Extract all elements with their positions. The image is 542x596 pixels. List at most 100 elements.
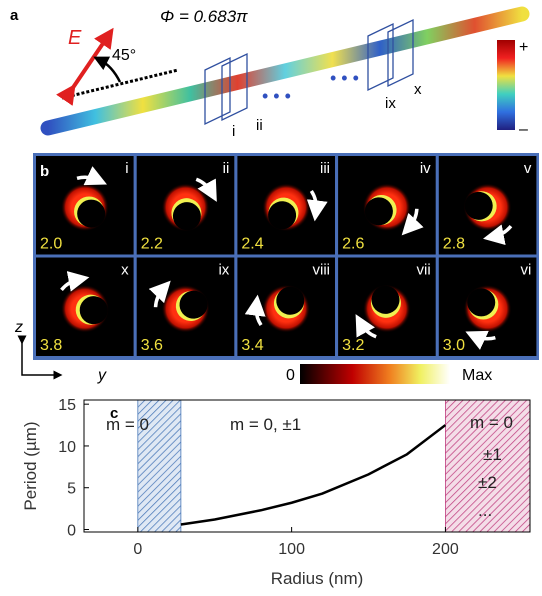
panel-label: b: [40, 163, 49, 180]
panel-a: • • • • • • a E 45° Φ = 0.683π i ii ix x…: [10, 6, 530, 140]
frame-value: 2.0: [40, 236, 62, 253]
y-axis-label: Period (µm): [21, 421, 40, 510]
dots: • • •: [262, 86, 291, 106]
frame-value: 3.6: [141, 337, 163, 354]
axis-label: z: [14, 319, 23, 336]
frame-numeral: vii: [417, 262, 431, 279]
crescent-hole: [77, 199, 106, 228]
frame-numeral: v: [524, 160, 532, 177]
crescent-hole: [276, 286, 305, 315]
rotation-arrow: [60, 271, 90, 292]
plane-label: ii: [256, 117, 263, 134]
angle-arrow: [93, 56, 122, 83]
axes-arrows: [17, 335, 63, 380]
panel-c: 0 100 200 0 5 10 15 m = 0 m = 0, ±1 m = 0 ±1 ±2... c…: [21, 397, 531, 588]
frame-value: 3.0: [443, 337, 465, 354]
colorbar-label: 0: [286, 367, 295, 384]
crescent: [262, 284, 311, 333]
crescent-hole: [364, 197, 393, 226]
field-label: E: [68, 27, 82, 49]
frame-value: 2.8: [443, 236, 465, 253]
rotation-arrow: [401, 208, 424, 236]
annotation: m = 0: [470, 413, 513, 432]
annotation: ...: [478, 501, 492, 520]
frame-value: 3.4: [241, 337, 263, 354]
panel-label: a: [10, 7, 19, 24]
crescent-hole: [464, 191, 493, 220]
crescent-hole: [79, 296, 108, 325]
frame-numeral: viii: [313, 262, 331, 279]
frame: vi 3.0: [438, 257, 537, 356]
region: [445, 399, 531, 533]
frame: ii 2.2: [136, 156, 235, 255]
y-tick-label: 15: [58, 397, 76, 414]
rotation-arrow: [244, 294, 266, 327]
rotation-arrow: [76, 166, 107, 186]
frame-numeral: vi: [521, 262, 532, 279]
frame: iv 2.6: [338, 156, 436, 255]
frame-numeral: ii: [223, 160, 230, 177]
crescent-hole: [179, 290, 208, 319]
colorbar: [300, 364, 450, 384]
frame-numeral: x: [121, 262, 129, 279]
frame-value: 2.2: [141, 236, 163, 253]
x-axis-label: Radius (nm): [271, 569, 364, 588]
dots: • • •: [330, 68, 359, 88]
frame-numeral: iv: [420, 160, 431, 177]
planes-right: [367, 18, 414, 92]
colorbar-label: –: [519, 121, 528, 138]
frame-value: 2.6: [342, 236, 364, 253]
frame: vii 3.2: [338, 257, 436, 356]
crescent: [262, 183, 311, 232]
crescent: [362, 183, 411, 232]
rotation-arrow: [148, 280, 171, 308]
frame: ix 3.6: [136, 257, 235, 356]
rotation-arrow: [355, 314, 377, 339]
period-curve: [180, 424, 447, 526]
crescent: [60, 183, 109, 232]
panel-label: c: [110, 405, 118, 422]
rotation-arrow: [483, 224, 513, 245]
planes-left: [204, 52, 248, 126]
colorbar-label: Max: [462, 367, 492, 384]
rotation-arrow: [465, 330, 496, 350]
annotation: ±2: [478, 473, 497, 492]
y-tick-label: 5: [67, 481, 76, 498]
crescent: [161, 284, 210, 333]
rotation-arrow: [306, 189, 328, 222]
crescent-hole: [371, 285, 400, 314]
phase-label: Φ = 0.683π: [160, 7, 248, 26]
x-tick-label: 100: [278, 541, 305, 558]
frame-value: 3.2: [342, 337, 364, 354]
crescent-hole: [467, 288, 496, 317]
crescent-hole: [268, 201, 297, 230]
frame: iii 2.4: [237, 156, 335, 255]
angle-label: 45°: [112, 47, 136, 64]
frame-numeral: ix: [218, 262, 229, 279]
x-tick-label: 0: [133, 541, 142, 558]
crescent: [463, 284, 512, 333]
rotation-arrow: [195, 177, 217, 202]
nanowire: [40, 6, 530, 136]
crescent: [463, 183, 512, 232]
crescent-hole: [172, 202, 201, 231]
frame-value: 2.4: [241, 236, 263, 253]
frame: x 3.8: [36, 257, 134, 356]
frame: i 2.0: [36, 156, 134, 255]
x-tick-label: 200: [432, 541, 459, 558]
annotation: m = 0, ±1: [230, 415, 301, 434]
crescent: [60, 284, 109, 333]
region: [137, 399, 182, 533]
annotation: m = 0: [106, 415, 149, 434]
plane-label: i: [232, 123, 235, 140]
frame-numeral: i: [125, 160, 128, 177]
y-tick-label: 0: [67, 522, 76, 539]
axis-label: y: [97, 367, 107, 384]
plot-frame: [83, 399, 531, 533]
field-arrow: [56, 27, 114, 106]
colorbar-label: +: [519, 39, 528, 56]
colorbar: [497, 40, 515, 130]
frame-value: 3.8: [40, 337, 62, 354]
panel-b: z y 0 Max i2.0ii2.2iii2.4iv2.6v2.8vi3.0v…: [14, 153, 539, 384]
